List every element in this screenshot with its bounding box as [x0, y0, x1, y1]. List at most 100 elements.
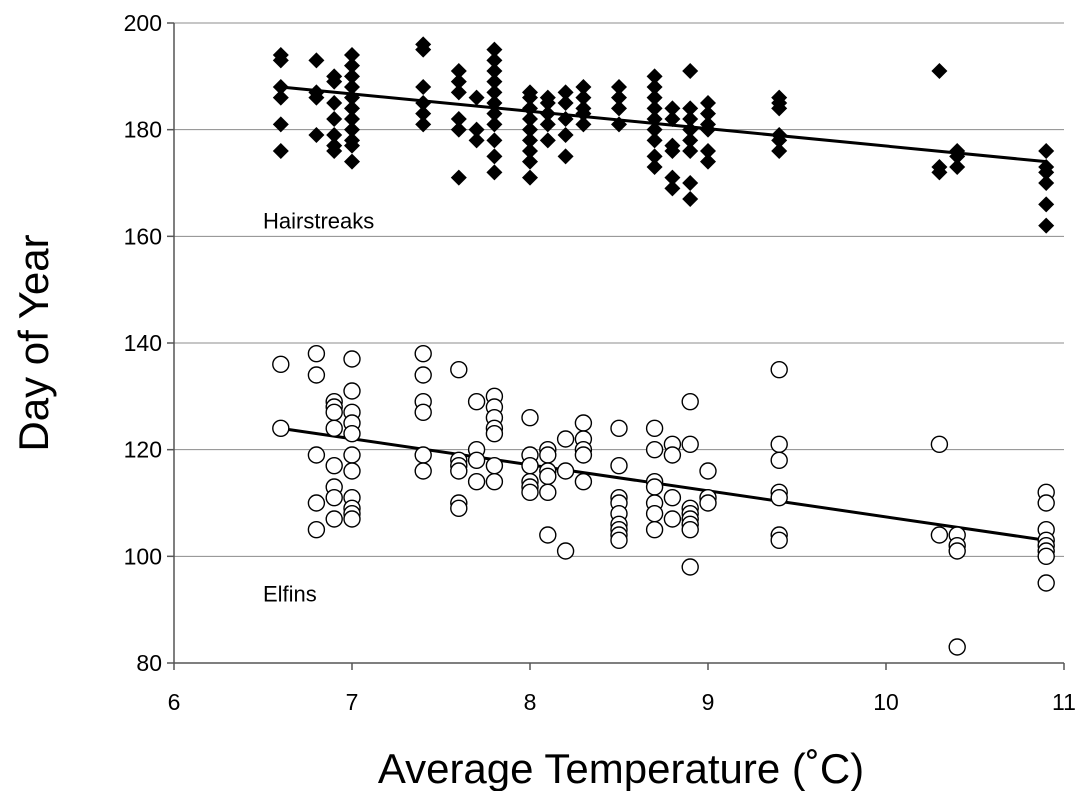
- y-tick-label: 160: [124, 223, 162, 249]
- elfins-point: [645, 504, 664, 523]
- hairstreaks-point: [664, 180, 681, 197]
- hairstreaks-point: [308, 89, 325, 106]
- elfins-point: [556, 462, 575, 480]
- elfins-point: [325, 419, 343, 438]
- hairstreaks-point: [539, 132, 556, 149]
- hairstreaks-point: [272, 52, 289, 69]
- elfins-point: [343, 382, 361, 400]
- elfins-point: [539, 526, 557, 544]
- hairstreaks-point: [664, 111, 681, 127]
- hairstreaks-point: [575, 116, 592, 133]
- hairstreaks-point: [486, 95, 503, 111]
- elfins-point: [414, 344, 432, 363]
- hairstreaks-point: [486, 132, 503, 149]
- hairstreaks-trendline: [280, 85, 1047, 164]
- hairstreaks-point: [611, 89, 627, 106]
- hairstreaks-point: [664, 143, 681, 159]
- elfins-point: [521, 456, 539, 475]
- hairstreaks-point: [949, 148, 966, 165]
- elfins-point: [467, 392, 486, 411]
- y-tick-label: 200: [124, 10, 162, 36]
- elfins-point: [539, 467, 557, 486]
- hairstreaks-point: [344, 57, 360, 74]
- elfins-point: [699, 494, 717, 512]
- hairstreaks-point: [415, 116, 432, 133]
- elfins-point: [645, 440, 664, 459]
- elfins-point: [414, 366, 432, 384]
- hairstreaks-point: [1038, 217, 1055, 234]
- elfins-point: [1037, 574, 1055, 592]
- hairstreaks-point: [415, 79, 432, 95]
- hairstreaks-point: [522, 143, 538, 159]
- x-tick-label: 8: [524, 689, 537, 715]
- hairstreaks-point: [522, 169, 538, 186]
- hairstreaks-point: [557, 111, 574, 127]
- elfins-point: [343, 446, 361, 464]
- hairstreaks-point: [522, 121, 538, 138]
- elfins-point: [770, 488, 788, 507]
- elfins-point: [307, 520, 326, 539]
- hairstreaks-point: [344, 47, 360, 63]
- hairstreaks-point: [486, 148, 503, 165]
- elfins-point: [307, 494, 326, 512]
- elfins-point: [521, 483, 539, 502]
- hairstreaks-point: [539, 105, 556, 122]
- hairstreaks-point: [539, 95, 556, 111]
- elfins-point: [343, 510, 361, 528]
- hairstreaks-point: [557, 95, 574, 111]
- hairstreaks-point: [771, 100, 788, 117]
- hairstreaks-point: [1038, 143, 1055, 159]
- hairstreaks-point: [682, 121, 699, 138]
- hairstreaks-point: [646, 100, 663, 117]
- hairstreaks-point: [468, 121, 485, 138]
- elfins-point: [272, 419, 290, 438]
- hairstreaks-point: [1038, 164, 1055, 181]
- elfins-point: [770, 435, 788, 454]
- hairstreaks-point: [522, 89, 538, 106]
- hairstreaks-point: [468, 132, 485, 149]
- elfins-point: [770, 451, 788, 470]
- elfins-point: [343, 350, 361, 368]
- elfins-point: [325, 456, 343, 475]
- elfins-point: [450, 499, 468, 518]
- hairstreaks-point: [486, 52, 503, 69]
- elfins-point: [485, 424, 504, 443]
- elfins-point: [414, 446, 432, 464]
- elfins-point: [414, 403, 432, 422]
- hairstreaks-point: [326, 127, 343, 143]
- elfins-point: [699, 462, 717, 480]
- x-axis-title: Average Temperature (˚C): [378, 745, 864, 791]
- hairstreaks-point: [450, 121, 467, 138]
- hairstreaks-point: [682, 132, 699, 149]
- elfins-point: [663, 510, 682, 528]
- hairstreaks-point: [682, 63, 699, 79]
- y-tick-label: 100: [124, 543, 162, 569]
- trendlines: [280, 85, 1047, 542]
- elfins-point: [610, 531, 628, 550]
- hairstreaks-point: [682, 100, 699, 117]
- hairstreaks-point: [700, 121, 716, 138]
- elfins-point: [307, 446, 326, 464]
- hairstreaks-point: [468, 89, 485, 106]
- elfins-point: [307, 344, 326, 363]
- hairstreaks-point: [664, 169, 681, 186]
- hairstreaks-point: [272, 79, 289, 95]
- elfins-point: [610, 456, 628, 475]
- hairstreaks-point: [646, 121, 663, 138]
- hairstreaks-point: [557, 127, 574, 143]
- hairstreaks-point: [272, 89, 289, 106]
- elfins-point: [325, 488, 343, 507]
- y-tick-label: 180: [124, 117, 162, 143]
- hairstreaks-point: [646, 148, 663, 165]
- tick-labels: 80 100 120 140 160 180 200 6 7 8 9 10 11: [124, 10, 1076, 715]
- axes: [167, 22, 1065, 670]
- elfins-point: [610, 419, 628, 438]
- y-axis-title: Day of Year: [10, 234, 57, 451]
- elfins-point: [450, 462, 468, 480]
- elfins-point: [485, 456, 504, 475]
- hairstreaks-point: [486, 63, 503, 79]
- hairstreaks-point: [646, 89, 663, 106]
- elfins-trendline: [280, 426, 1047, 542]
- hairstreaks-point: [450, 84, 467, 101]
